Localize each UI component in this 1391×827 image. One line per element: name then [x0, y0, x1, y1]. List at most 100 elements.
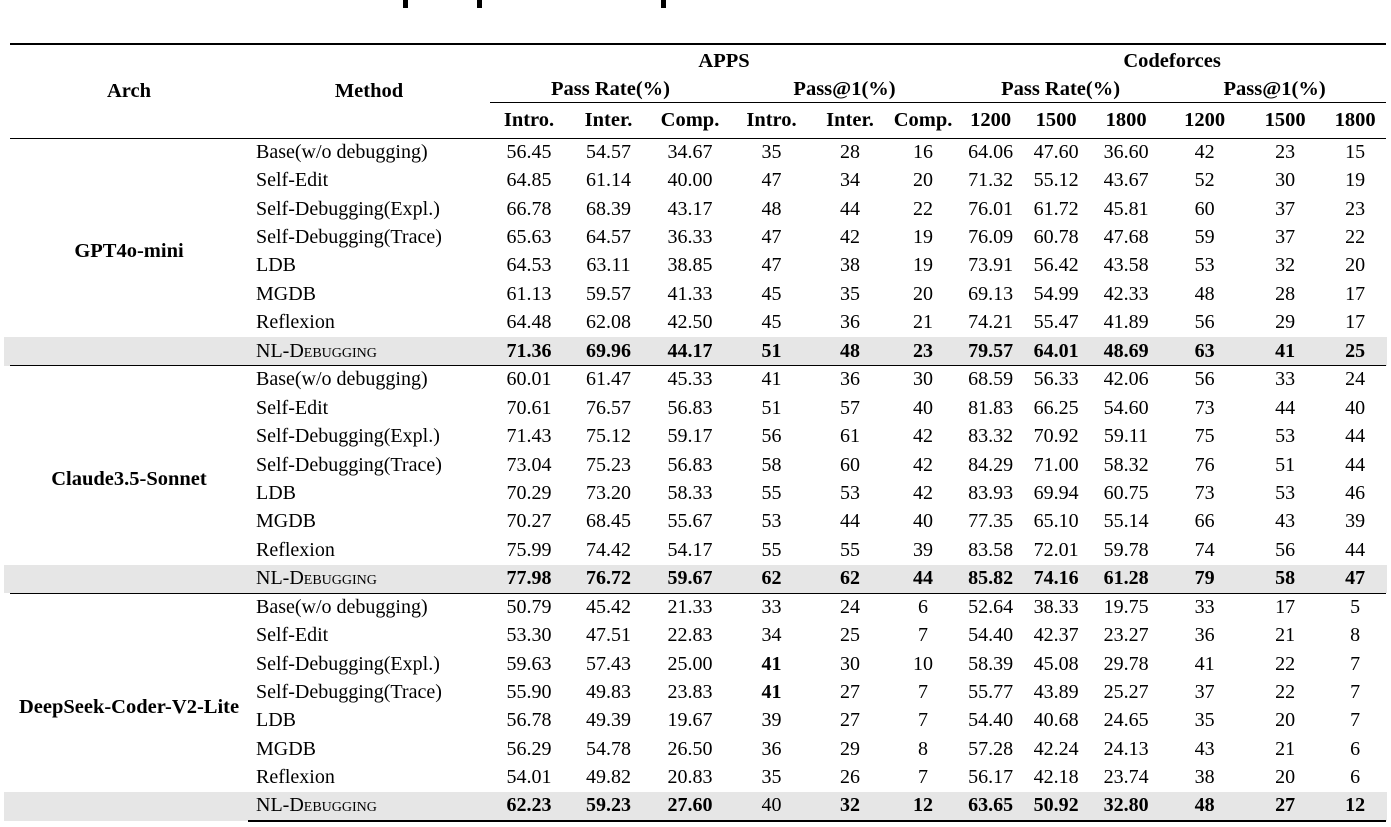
value-cell: 21.33	[649, 592, 731, 622]
value-cell: 39	[913, 538, 934, 561]
value-cell: 45	[761, 311, 782, 334]
value-cell: 47.51	[586, 624, 631, 647]
value-cell: 45.81	[1103, 197, 1149, 220]
value-cell: 54.17	[667, 538, 713, 561]
column-header: Comp.	[888, 102, 959, 139]
value-cell: 35	[761, 140, 782, 163]
value-cell: 17	[1345, 282, 1366, 305]
value-cell: 64.57	[586, 226, 631, 249]
value-cell: 30	[1275, 169, 1296, 192]
value-cell: 41.33	[667, 282, 713, 305]
value-cell: 42	[840, 226, 860, 249]
value-cell: 23.74	[1103, 766, 1149, 789]
value-cell: 56.83	[667, 453, 713, 476]
value-cell: 68.59	[958, 364, 1024, 394]
value-cell: 79.57	[968, 339, 1014, 362]
value-cell: 64.48	[506, 311, 552, 334]
value-cell: 42.37	[1033, 624, 1079, 647]
value-cell: 56	[1163, 364, 1247, 394]
value-cell: 61.14	[586, 169, 631, 192]
value-cell: 19	[913, 254, 934, 277]
value-cell: 59.67	[667, 567, 713, 590]
value-cell: 12	[888, 792, 959, 822]
value-cell: 42.18	[1033, 766, 1079, 789]
value-cell: 41	[1194, 652, 1215, 675]
highlight-row: NL-Debugging 62.23 59.23 27.60 40 32 12 63.65 50…	[10, 792, 1387, 822]
value-cell: 59.63	[506, 652, 552, 675]
value-cell: 24	[812, 592, 888, 622]
subgroup-header: Pass@1(%)	[1163, 78, 1387, 103]
value-cell: 43.89	[1033, 681, 1079, 704]
method-cell: Self-Debugging(Expl.)	[256, 197, 440, 220]
value-cell: 48	[840, 339, 860, 362]
value-cell: 47	[1345, 567, 1366, 590]
value-cell: 56.45	[506, 140, 552, 163]
value-cell: 56.42	[1033, 254, 1079, 277]
value-cell: 58.33	[667, 481, 713, 504]
value-cell: 38.85	[667, 254, 713, 277]
value-cell: 76.57	[586, 396, 631, 419]
method-cell: NL-Debugging	[248, 792, 490, 822]
value-cell: 65.63	[506, 226, 552, 249]
value-cell: 27	[1246, 792, 1325, 822]
value-cell: 40	[731, 792, 812, 822]
value-cell: 47.68	[1103, 226, 1149, 249]
value-cell: 28	[1275, 282, 1296, 305]
value-cell: 73.04	[506, 453, 552, 476]
value-cell: 57.28	[968, 737, 1014, 760]
value-cell: 62	[840, 567, 860, 590]
value-cell: 44	[1275, 396, 1296, 419]
value-cell: 63.11	[586, 254, 631, 277]
method-cell: Reflexion	[256, 311, 335, 334]
table-body: GPT4o-mini Base(w/o debugging) 56.45 54.57 3…	[10, 138, 1387, 822]
value-cell: 75.23	[586, 453, 631, 476]
value-cell: 48	[1194, 282, 1215, 305]
value-cell: 45.42	[568, 592, 649, 622]
method-cell: Self-Edit	[256, 169, 329, 192]
value-cell: 55	[761, 481, 782, 504]
value-cell: 53	[840, 481, 860, 504]
highlight-row: NL-Debugging 77.98 76.72 59.67 62 62 44 85.82 74…	[10, 565, 1386, 593]
value-cell: 77.35	[968, 510, 1014, 533]
value-cell: 24	[1324, 364, 1387, 394]
value-cell: 17	[1345, 311, 1366, 334]
value-cell: 61.72	[1033, 197, 1079, 220]
value-cell: 56	[1194, 311, 1215, 334]
method-cell: NL-Debugging	[256, 567, 377, 590]
value-cell: 64.53	[506, 254, 552, 277]
value-cell: 41	[761, 681, 782, 704]
value-cell: 59	[1194, 226, 1215, 249]
value-cell: 7	[1350, 681, 1361, 704]
value-cell: 43.67	[1103, 169, 1149, 192]
value-cell: 27.60	[649, 792, 731, 822]
value-cell: 43	[1194, 737, 1215, 760]
value-cell: 49.82	[586, 766, 631, 789]
value-cell: 55.14	[1103, 510, 1149, 533]
value-cell: 29.78	[1103, 652, 1149, 675]
highlight-stripe	[4, 337, 1387, 366]
value-cell: 74.16	[1033, 567, 1079, 590]
table-row: Reflexion 75.99 74.42 54.17 55 55 39 83.58 72.01…	[10, 536, 1386, 564]
value-cell: 62.23	[490, 792, 568, 822]
value-cell: 70.27	[506, 510, 552, 533]
method-cell: MGDB	[256, 510, 317, 533]
value-cell: 73	[1194, 396, 1215, 419]
column-header: 1500	[1246, 102, 1325, 139]
value-cell: 32	[1275, 254, 1296, 277]
table-row: MGDB 61.13 59.57 41.33 45 35 20 69.13 54.99 42.33…	[10, 280, 1386, 308]
value-cell: 63	[1194, 339, 1215, 362]
value-cell: 55.90	[506, 681, 552, 704]
subgroup-header-row: Pass Rate(%) Pass@1(%) Pass Rate(%) Pass@1(…	[10, 78, 1387, 103]
arch-cell: Claude3.5-Sonnet	[10, 365, 248, 593]
value-cell: 22	[1345, 226, 1366, 249]
table-header: Arch Method APPS Codeforces Pass Rate(%)…	[10, 43, 1387, 139]
value-cell: 73.20	[586, 481, 631, 504]
value-cell: 41	[761, 652, 782, 675]
table-row: DeepSeek-Coder-V2-Lite Base(w/o debugging…	[10, 592, 1387, 821]
value-cell: 37	[1275, 226, 1296, 249]
value-cell: 21	[1275, 624, 1296, 647]
column-header: 1500	[1023, 102, 1090, 139]
value-cell: 84.29	[968, 453, 1014, 476]
value-cell: 20	[1275, 709, 1296, 732]
